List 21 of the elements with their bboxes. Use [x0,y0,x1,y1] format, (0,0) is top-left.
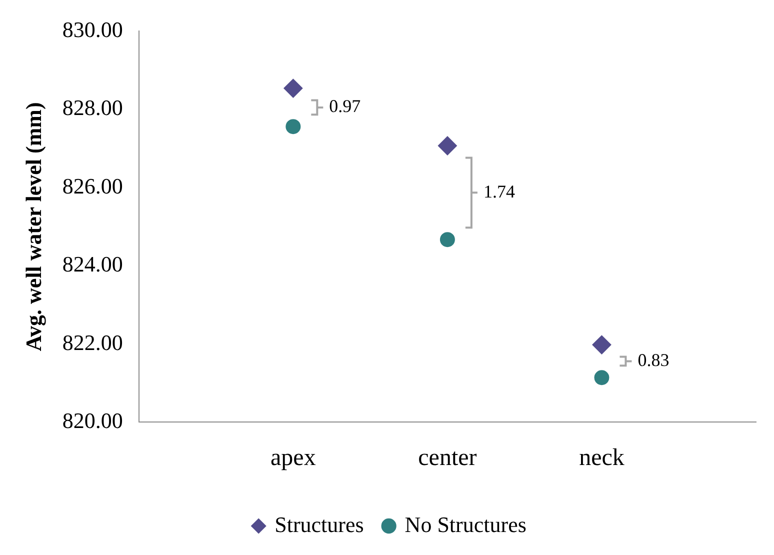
x-tick-label: apex [270,444,316,471]
y-tick-label: 822.00 [62,330,123,355]
x-tick-label: neck [579,444,624,471]
point [594,370,610,386]
point [438,136,457,156]
point [286,119,301,134]
y-tick-label: 826.00 [62,173,123,198]
x-tick-label: center [418,444,477,471]
point [592,335,612,354]
y-tick-label: 830.00 [62,16,123,42]
annotation: 0.97 [329,96,361,116]
y-tick-label: 820.00 [62,408,123,433]
annotation: 1.74 [483,181,515,202]
y-tick-label: 824.00 [62,252,123,277]
y-axis-title: Avg. well water level (mm) [20,102,46,352]
y-tick-label: 828.00 [62,95,123,120]
point [440,232,455,248]
legend-label: Structures [274,512,364,537]
annotation: 0.83 [638,350,670,370]
legend-label: No Structures [404,512,526,537]
point [284,78,303,98]
